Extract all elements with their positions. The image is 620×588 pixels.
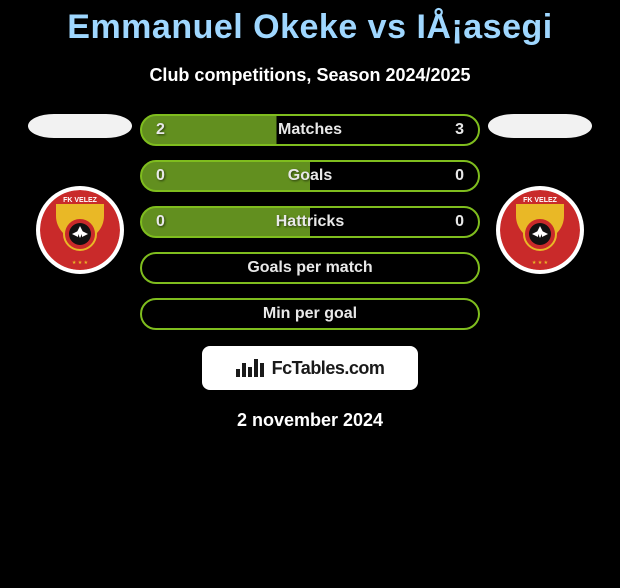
svg-text:★ ★ ★: ★ ★ ★: [72, 260, 89, 266]
stat-bar-goals: 0Goals0: [140, 160, 480, 192]
stat-label: Hattricks: [142, 213, 478, 231]
date-text: 2 november 2024: [0, 410, 620, 431]
subtitle: Club competitions, Season 2024/2025: [0, 65, 620, 86]
left-avatar-placeholder: [28, 114, 132, 138]
stat-label: Goals: [142, 167, 478, 185]
right-avatar-placeholder: [488, 114, 592, 138]
left-player-col: FK VELEZ ★ ★ ★: [20, 114, 140, 274]
right-club-badge: FK VELEZ ★ ★ ★: [496, 186, 584, 274]
footer-brand[interactable]: FcTables.com: [202, 346, 418, 390]
svg-text:★ ★ ★: ★ ★ ★: [532, 260, 549, 266]
page-title: Emmanuel Okeke vs IÅ¡asegi: [0, 8, 620, 47]
right-club-badge-art: FK VELEZ ★ ★ ★: [500, 190, 580, 270]
svg-text:FK VELEZ: FK VELEZ: [63, 197, 98, 204]
stat-bar-matches: 2Matches3: [140, 114, 480, 146]
stat-label: Min per goal: [142, 305, 478, 323]
brand-bars-icon: [236, 359, 264, 377]
stat-label: Goals per match: [142, 259, 478, 277]
stat-bar-goals-per-match: Goals per match: [140, 252, 480, 284]
comparison-content: FK VELEZ ★ ★ ★ 2Matches3 0Goals0 0Hattrick…: [0, 114, 620, 330]
stat-label: Matches: [142, 121, 478, 139]
brand-text: FcTables.com: [272, 358, 385, 379]
right-player-col: FK VELEZ ★ ★ ★: [480, 114, 600, 274]
left-club-badge-art: FK VELEZ ★ ★ ★: [40, 190, 120, 270]
stat-bar-hattricks: 0Hattricks0: [140, 206, 480, 238]
stat-bar-min-per-goal: Min per goal: [140, 298, 480, 330]
svg-text:FK VELEZ: FK VELEZ: [523, 197, 558, 204]
stats-bars: 2Matches3 0Goals0 0Hattricks0 Goals per mat…: [140, 114, 480, 330]
left-club-badge: FK VELEZ ★ ★ ★: [36, 186, 124, 274]
